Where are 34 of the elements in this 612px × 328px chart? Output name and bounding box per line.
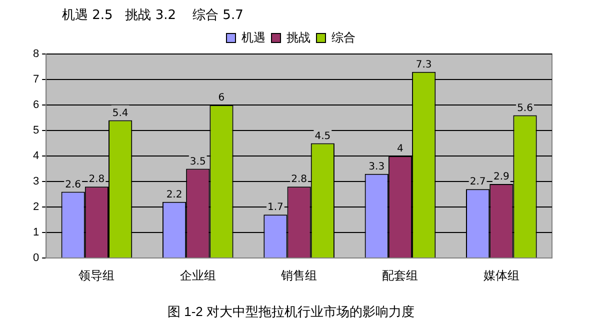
y-tick-label: 8 (32, 48, 40, 60)
data-label: 2.8 (291, 174, 308, 186)
legend-label: 综合 (332, 30, 356, 44)
data-label: 4.5 (314, 130, 331, 142)
data-label: 2.9 (493, 172, 510, 183)
legend-label: 机遇 (242, 30, 266, 44)
x-tick-label: 企业组 (180, 268, 216, 283)
data-label: 3.3 (368, 161, 385, 172)
text: 机遇 2.5 挑战 3.2 综合 5.7 (62, 7, 244, 24)
data-label: 2.2 (166, 189, 182, 200)
x-tick-label: 销售组 (280, 268, 318, 283)
x-tick-label: 配套组 (382, 268, 418, 283)
data-label: 2.6 (65, 179, 82, 190)
data-label: 1.7 (268, 202, 284, 214)
y-tick-label: 7 (32, 74, 40, 86)
text: 图 1-2 对大中型拖拉机行业市场的影响力度 (167, 304, 415, 319)
legend-label: 挑战 (286, 30, 310, 44)
y-tick-label: 5 (32, 124, 40, 137)
data-label: 5.4 (112, 108, 128, 119)
data-label: 3.5 (190, 156, 206, 168)
y-tick-label: 0 (32, 252, 40, 264)
y-tick-label: 4 (32, 150, 40, 162)
data-label: 2.7 (470, 176, 486, 188)
data-label: 7.3 (416, 59, 432, 70)
y-tick-label: 3 (32, 176, 40, 188)
x-tick-label: 媒体组 (483, 268, 520, 283)
data-label: 4 (397, 144, 404, 155)
y-tick-label: 6 (32, 99, 40, 112)
data-label: 5.6 (517, 102, 533, 114)
data-label: 2.8 (88, 174, 105, 186)
data-label: 6 (218, 92, 225, 104)
y-tick-label: 1 (32, 226, 40, 239)
y-tick-label: 2 (32, 201, 40, 214)
x-tick-label: 领导组 (78, 268, 115, 283)
